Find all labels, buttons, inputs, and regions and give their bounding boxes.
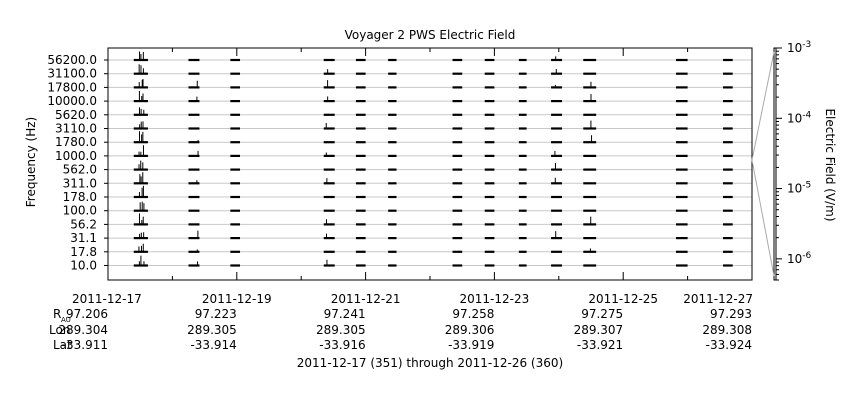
x-tick-label: 2011-12-21	[331, 292, 401, 306]
colorbar-frame	[773, 47, 777, 281]
ephemeris-r-value: 97.258	[452, 307, 494, 321]
ephemeris-label-r: R	[53, 307, 61, 321]
ephemeris-r-value: 97.241	[324, 307, 366, 321]
colorbar-tick-label: 10-6	[787, 251, 812, 266]
ephemeris-lat-value: -33.924	[706, 338, 752, 352]
x-axis-ticks: 2011-12-17 2011-12-19 2011-12-21 2011-12-23…	[72, 48, 753, 306]
connector-line	[751, 159, 775, 277]
plot-frame	[107, 47, 753, 281]
ephemeris-r-value: 97.223	[195, 307, 237, 321]
colorbar-tick-label: 10-4	[787, 110, 812, 125]
chart-title: Voyager 2 PWS Electric Field	[345, 28, 516, 42]
y-axis-label: Frequency (Hz)	[24, 117, 38, 208]
frequency-tick-label: 10000.0	[47, 94, 97, 108]
ephemeris-lon-value: 289.305	[316, 323, 366, 337]
ephemeris-lon-value: 289.305	[187, 323, 237, 337]
frequency-tick-label: 31.1	[70, 231, 97, 245]
colorbar-connector	[751, 51, 775, 277]
ephemeris-lon-value: 289.307	[574, 323, 624, 337]
ephemeris-r-value: 97.275	[581, 307, 623, 321]
electric-field-axis: 10-3 10-4 10-5 10-6	[776, 40, 812, 281]
ephemeris-lat-value: -33.919	[448, 338, 494, 352]
connector-line	[751, 51, 775, 161]
frequency-tick-label: 17.8	[70, 245, 97, 259]
ephemeris-r-value: 97.206	[66, 307, 108, 321]
ephemeris-lon-value: 289.304	[58, 323, 108, 337]
ephemeris-lat-value: -33.911	[62, 338, 108, 352]
x-tick-label: 2011-12-25	[588, 292, 658, 306]
frequency-tick-label: 17800.0	[47, 80, 97, 94]
frequency-tick-label: 5620.0	[55, 108, 97, 122]
frequency-tick-label: 31100.0	[47, 67, 97, 81]
ephemeris-label-lat: Lat	[53, 338, 72, 352]
colorbar-tick-label: 10-3	[787, 40, 811, 55]
ephemeris-lon-value: 289.308	[702, 323, 752, 337]
x-tick-label: 2011-12-23	[460, 292, 530, 306]
ephemeris-table: R AU Lon Lat 97.206 289.304-33.911 97.223 2…	[49, 307, 752, 352]
frequency-tick-label: 56.2	[70, 217, 97, 231]
frequency-tick-label: 3110.0	[55, 122, 97, 136]
ephemeris-lon-value: 289.306	[445, 323, 495, 337]
colorbar-tick-label: 10-5	[787, 181, 811, 196]
frequency-tick-label: 562.0	[63, 163, 97, 177]
ephemeris-r-value: 97.293	[710, 307, 752, 321]
x-tick-label: 2011-12-27	[683, 292, 753, 306]
ephemeris-lat-value: -33.914	[190, 338, 236, 352]
grid-lines	[108, 59, 752, 266]
frequency-tick-label: 311.0	[63, 176, 97, 190]
x-tick-label: 2011-12-19	[202, 292, 272, 306]
frequency-tick-label: 1000.0	[55, 149, 97, 163]
frequency-tick-label: 100.0	[63, 204, 97, 218]
x-tick-label: 2011-12-17	[72, 292, 142, 306]
date-range-subtitle: 2011-12-17 (351) through 2011-12-26 (360…	[297, 356, 563, 370]
frequency-tick-labels: 56200.031100.017800.010000.05620.03110.0…	[47, 53, 108, 273]
y2-axis-label: Electric Field (V/m)	[823, 108, 837, 221]
frequency-tick-label: 56200.0	[47, 53, 97, 67]
ephemeris-label-lon: Lon	[49, 323, 70, 337]
ephemeris-lat-value: -33.921	[577, 338, 623, 352]
frequency-tick-label: 1780.0	[55, 135, 97, 149]
data-traces	[133, 51, 733, 267]
frequency-tick-label: 178.0	[63, 190, 97, 204]
ephemeris-lat-value: -33.916	[319, 338, 365, 352]
ephemeris-label-r-subscript: AU	[61, 316, 71, 324]
frequency-tick-label: 10.0	[70, 259, 97, 273]
